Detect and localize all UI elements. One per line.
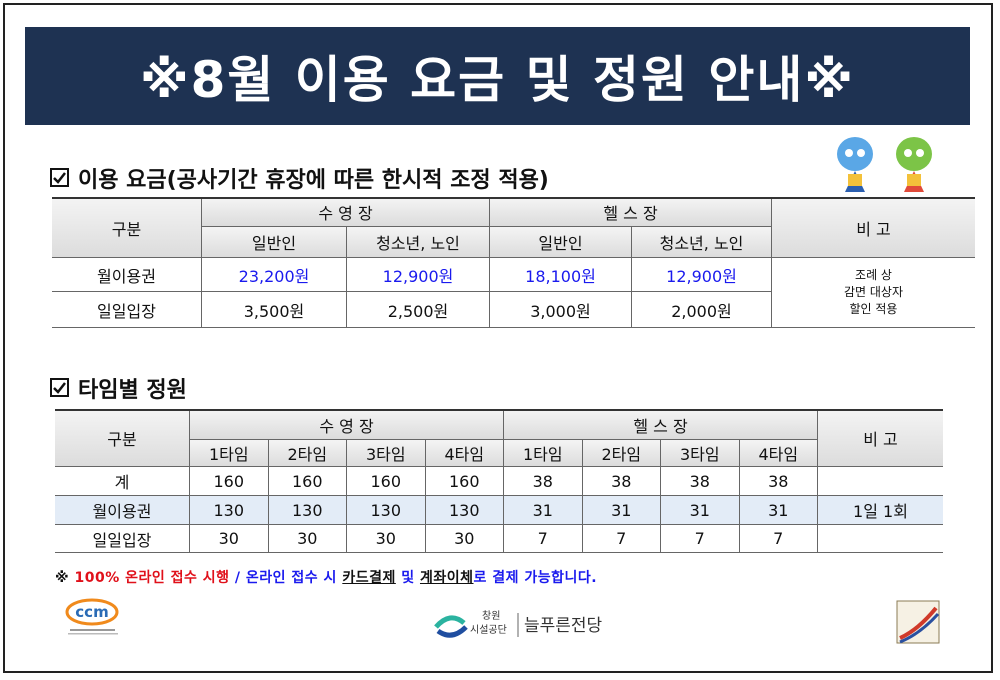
capacity-cell: 30 [190, 525, 269, 553]
section-heading: 이용 요금(공사기간 휴장에 따른 한시적 조정 적용) [50, 162, 549, 194]
header-cell: 비 고 [818, 410, 943, 467]
capacity-cell: 7 [504, 525, 583, 553]
capacity-cell: 160 [268, 467, 347, 496]
subheader-cell: 일반인 [490, 227, 632, 258]
subheader-cell: 3타임 [661, 440, 740, 467]
capacity-cell: 160 [347, 467, 426, 496]
section-heading: 타임별 정원 [50, 372, 187, 404]
capacity-cell: 31 [504, 496, 583, 525]
row-label: 계 [55, 467, 190, 496]
header-cell: 구분 [52, 198, 202, 258]
subheader-cell: 2타임 [268, 440, 347, 467]
capacity-cell: 160 [190, 467, 269, 496]
note-cell: 1일 1회 [818, 496, 943, 525]
row-label: 월이용권 [55, 496, 190, 525]
heading-text: 이용 요금(공사기간 휴장에 따른 한시적 조정 적용) [78, 168, 549, 193]
capacity-cell: 38 [661, 467, 740, 496]
checkbox-icon [50, 378, 69, 397]
notice-part: 로 결제 가능합니다. [473, 570, 598, 586]
page-border [3, 3, 993, 673]
header-cell: 비 고 [772, 198, 975, 258]
title: ※8월 이용 요금 및 정원 안내※ [25, 27, 970, 125]
price-cell: 18,100원 [490, 258, 632, 292]
notice-part: / 온라인 접수 시 [234, 570, 337, 586]
subheader-cell: 청소년, 노인 [632, 227, 772, 258]
org-text: 창원 [482, 610, 500, 622]
subheader-cell: 4타임 [425, 440, 504, 467]
notice-part: 및 [401, 570, 415, 586]
capacity-cell: 7 [661, 525, 740, 553]
header-cell: 헬 스 장 [504, 410, 818, 440]
subheader-cell: 4타임 [739, 440, 818, 467]
note-cell [818, 525, 943, 553]
capacity-cell: 31 [582, 496, 661, 525]
capacity-cell: 38 [739, 467, 818, 496]
price-cell: 12,900원 [632, 258, 772, 292]
row-label: 월이용권 [52, 258, 202, 292]
emblem [896, 600, 940, 644]
heading-text: 타임별 정원 [78, 378, 187, 403]
header-cell: 수 영 장 [190, 410, 504, 440]
price-cell: 2,500원 [347, 292, 490, 328]
note-line: 감면 대상자 [843, 285, 903, 299]
capacity-cell: 30 [425, 525, 504, 553]
price-cell: 12,900원 [347, 258, 490, 292]
row-label: 일일입장 [55, 525, 190, 553]
checkbox-icon [50, 168, 69, 187]
capacity-cell: 7 [739, 525, 818, 553]
notice-part: ※ [55, 570, 70, 586]
org-logo: 창원 시설공단 늘푸른전당 [434, 610, 602, 638]
capacity-cell: 30 [347, 525, 426, 553]
capacity-cell: 130 [190, 496, 269, 525]
header-cell: 헬 스 장 [490, 198, 772, 227]
subheader-cell: 3타임 [347, 440, 426, 467]
subheader-cell: 청소년, 노인 [347, 227, 490, 258]
org-text: 시설공단 [470, 624, 507, 636]
price-cell: 23,200원 [202, 258, 347, 292]
ccm-text: ccm [75, 603, 108, 621]
ccm-logo: ccm [65, 598, 119, 635]
subheader-cell: 일반인 [202, 227, 347, 258]
capacity-cell: 31 [739, 496, 818, 525]
table-top-rule [55, 409, 943, 411]
notice-part: 카드결제 [342, 570, 396, 586]
note-cell [818, 467, 943, 496]
capacity-cell: 31 [661, 496, 740, 525]
price-cell: 3,500원 [202, 292, 347, 328]
row-label: 일일입장 [52, 292, 202, 328]
capacity-cell: 38 [582, 467, 661, 496]
capacity-cell: 160 [425, 467, 504, 496]
notice-part: 계좌이체 [419, 570, 474, 586]
capacity-cell: 130 [268, 496, 347, 525]
note-line: 할인 적용 [849, 302, 898, 316]
notice: ※ 100% 온라인 접수 시행 / 온라인 접수 시 카드결제 및 계좌이체로… [55, 567, 597, 587]
capacity-cell: 130 [425, 496, 504, 525]
header-cell: 구분 [55, 410, 190, 467]
venue-text: 늘푸른전당 [524, 616, 602, 636]
table-top-rule [52, 197, 975, 199]
subheader-cell: 1타임 [190, 440, 269, 467]
subheader-cell: 2타임 [582, 440, 661, 467]
price-cell: 3,000원 [490, 292, 632, 328]
mascots [837, 137, 932, 192]
capacity-cell: 130 [347, 496, 426, 525]
capacity-cell: 30 [268, 525, 347, 553]
capacity-cell: 38 [504, 467, 583, 496]
subheader-cell: 1타임 [504, 440, 583, 467]
notice-part: 100% 온라인 접수 시행 [74, 570, 230, 586]
note-line: 조례 상 [855, 268, 892, 282]
price-cell: 2,000원 [632, 292, 772, 328]
header-cell: 수 영 장 [202, 198, 490, 227]
capacity-cell: 7 [582, 525, 661, 553]
